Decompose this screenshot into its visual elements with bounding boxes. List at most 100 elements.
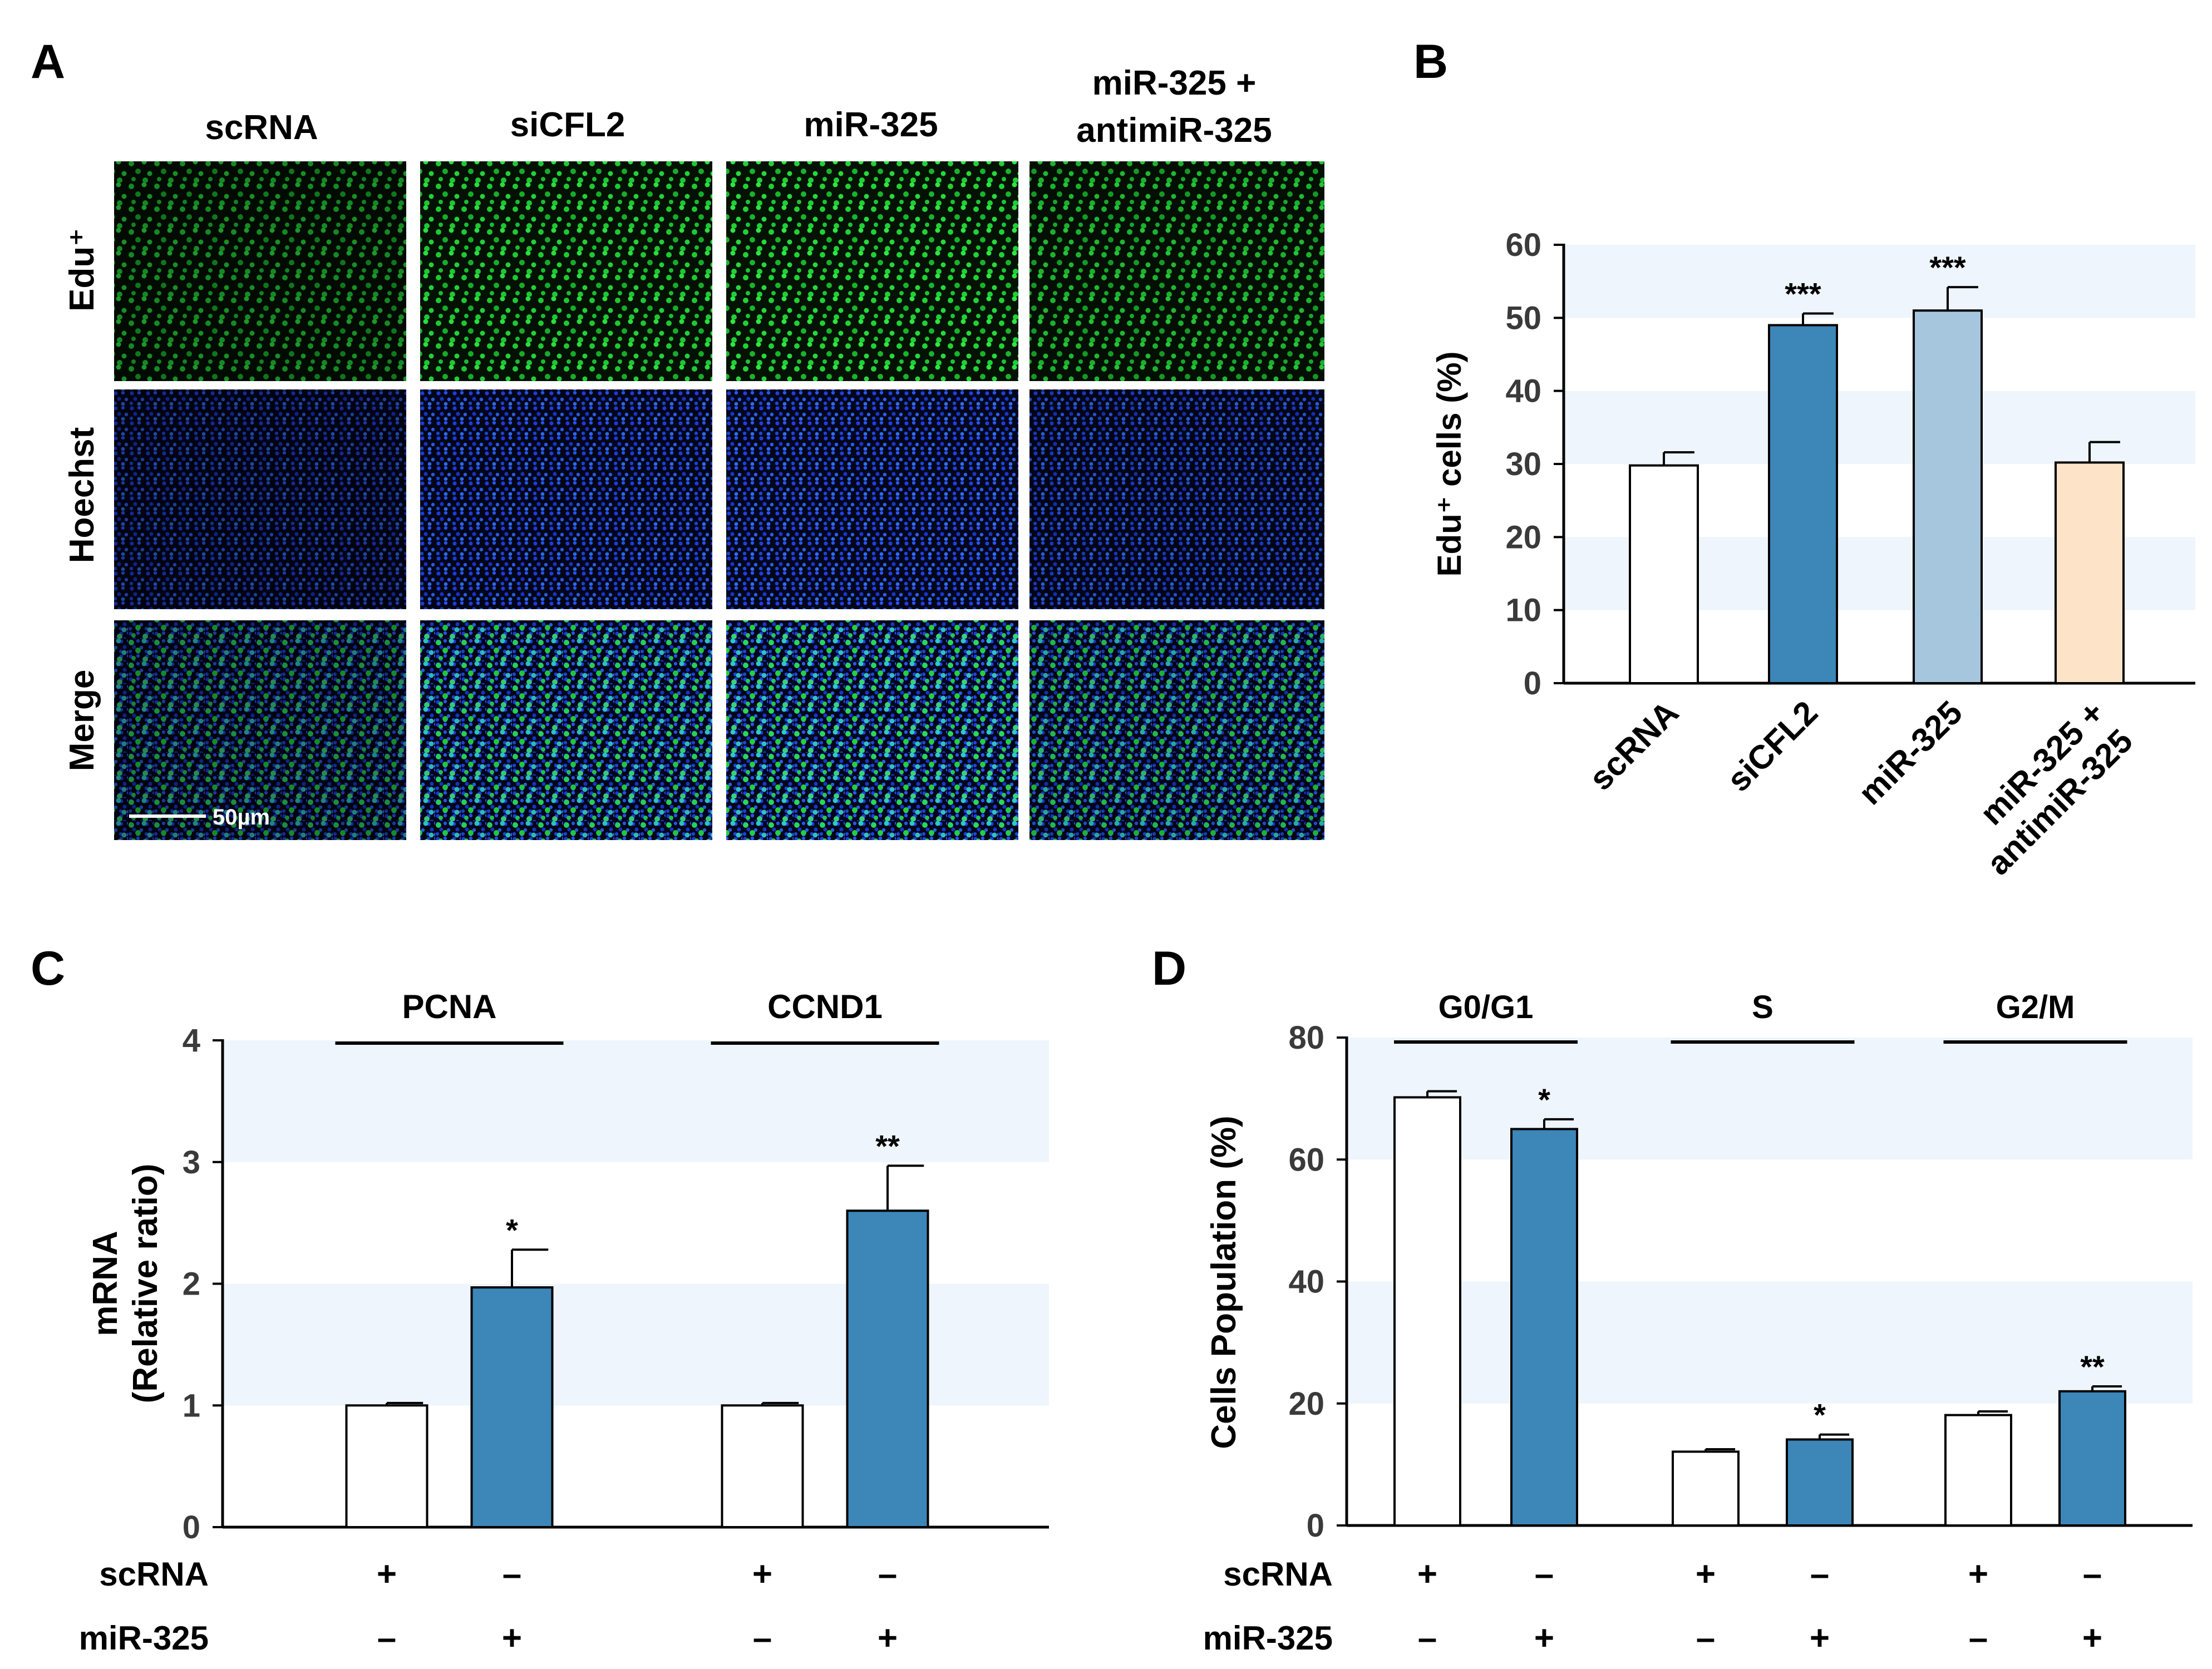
- chart-c-condition-sign: +: [752, 1555, 772, 1593]
- micro-image-dim-edu-mir325-antimir325: [1029, 161, 1324, 381]
- chart-d-condition-sign: +: [1534, 1619, 1554, 1657]
- chart-d-condition-sign: +: [1968, 1555, 1988, 1593]
- microscopy-image-grid: [114, 161, 1324, 840]
- row-label-hoechst: Hoechst: [63, 427, 101, 564]
- row-label-edu: Edu⁺: [63, 228, 101, 312]
- column-label-sicfl2: siCFL2: [510, 106, 625, 144]
- chart-c-condition-label: miR-325: [79, 1619, 209, 1657]
- chart-d-condition-sign: –: [1535, 1555, 1554, 1593]
- chart-c-condition-sign: –: [377, 1619, 396, 1657]
- row-label-merge: Merge: [63, 670, 101, 772]
- chart-b-category-label-line: scRNA: [1582, 694, 1686, 797]
- chart-c-y-axis-label-line: mRNA: [86, 1231, 125, 1336]
- chart-d-group-label: G2/M: [1996, 989, 2075, 1025]
- micro-image-edu-mir325: [726, 161, 1018, 381]
- chart-c-y-axis-label-line: (Relative ratio): [126, 1164, 165, 1404]
- micro-image-dim-hoechst-scrna: [114, 389, 406, 609]
- micro-image-dim-merge-mir325-antimir325: [1029, 620, 1324, 840]
- chart-d-condition-sign: –: [1696, 1619, 1715, 1657]
- micro-image-merge-mir325-antimir325: [1029, 620, 1324, 840]
- micro-image-dim-hoechst-sicfl2: [420, 389, 712, 609]
- micro-image-hoechst-sicfl2: [420, 389, 712, 609]
- chart-b-y-tick-label: 60: [1505, 227, 1541, 263]
- chart-b-bar: [1629, 464, 1699, 684]
- panel-a-microscopy: scRNA siCFL2 miR-325 miR-325 + antimiR-3…: [63, 64, 1324, 840]
- chart-b-grid-band: [1564, 245, 2195, 318]
- chart-d-bar: [1393, 1096, 1461, 1527]
- chart-b-category-label: miR-325: [1851, 694, 1969, 812]
- chart-d-grid-band: [1347, 1038, 2193, 1160]
- chart-d-bar: [1672, 1450, 1740, 1527]
- chart-b-y-tick-label: 10: [1505, 592, 1541, 629]
- chart-c-bar: [846, 1209, 929, 1528]
- micro-image-merge-sicfl2: [420, 620, 712, 840]
- chart-b-category-label: scRNA: [1582, 694, 1686, 797]
- micro-image-dim-merge-sicfl2: [420, 620, 712, 840]
- chart-d-condition-sign: +: [1417, 1555, 1437, 1593]
- chart-d-group-label: G0/G1: [1438, 989, 1534, 1025]
- chart-d-significance-label: *: [1538, 1082, 1550, 1117]
- chart-d-y-tick-label: 40: [1288, 1264, 1324, 1300]
- chart-c-bar: [721, 1404, 804, 1528]
- chart-d-bar: [1944, 1414, 2012, 1527]
- chart-c-significance-label: **: [875, 1128, 900, 1163]
- chart-b-category-label-line: siCFL2: [1720, 694, 1825, 799]
- micro-image-dim-edu-scrna: [114, 161, 406, 381]
- chart-b-y-tick-label: 20: [1505, 519, 1541, 555]
- chart-d-y-tick-label: 60: [1288, 1142, 1324, 1178]
- chart-b-y-tick-label: 0: [1524, 665, 1541, 702]
- micro-image-merge-mir325: [726, 620, 1018, 840]
- micro-image-dim-hoechst-mir325-antimir325: [1029, 389, 1324, 609]
- panel-d-chart: 0 20 40 60 80 * G0/G1 * S ** G2/M Cells Population …: [1203, 989, 2193, 1657]
- panel-b-chart: 0 10 20 30 40 50 60 *** *** scRNA siCFL2 miR-325 miR…: [1431, 227, 2195, 882]
- chart-b-grid-band: [1564, 391, 2195, 464]
- column-label-mir325-plus: miR-325 +: [1092, 64, 1257, 102]
- chart-c-y-tick-label: 1: [183, 1387, 200, 1424]
- chart-b-bar: [2055, 461, 2125, 685]
- chart-d-y-tick-label: 80: [1288, 1020, 1324, 1056]
- panel-label-c: C: [31, 942, 65, 995]
- micro-image-edu-sicfl2: [420, 161, 712, 381]
- chart-d-condition-sign: +: [1696, 1555, 1716, 1593]
- chart-d-y-axis-label: Cells Population (%): [1205, 1115, 1243, 1449]
- chart-c-condition-sign: +: [502, 1619, 522, 1657]
- chart-b-y-tick-label: 50: [1505, 300, 1541, 336]
- panel-label-d: D: [1152, 942, 1186, 995]
- chart-d-condition-label: miR-325: [1203, 1619, 1333, 1657]
- chart-b-category-label-line: miR-325: [1851, 694, 1969, 812]
- chart-c-y-tick-label: 2: [183, 1266, 200, 1302]
- chart-b-category-label: miR-325 +antimiR-325: [1951, 694, 2140, 882]
- micro-image-hoechst-mir325-antimir325: [1029, 389, 1324, 609]
- micro-image-dim-edu-sicfl2: [420, 161, 712, 381]
- chart-c-y-tick-label: 3: [183, 1144, 200, 1181]
- chart-c-condition-sign: +: [377, 1555, 397, 1593]
- panel-c-chart: 0 1 2 3 4 * PCNA ** CCND1 mRNA(Relative ratio) scR…: [79, 988, 1049, 1657]
- chart-d-condition-sign: +: [2082, 1619, 2102, 1657]
- column-label-mir325: miR-325: [804, 106, 938, 144]
- chart-b-bar: [1768, 324, 1838, 684]
- chart-c-condition-label: scRNA: [99, 1556, 209, 1593]
- chart-c-condition-sign: –: [878, 1555, 897, 1593]
- chart-d-y-tick-label: 20: [1288, 1386, 1324, 1422]
- chart-d-significance-label: **: [2080, 1349, 2105, 1384]
- micro-image-hoechst-mir325: [726, 389, 1018, 609]
- micro-image-edu-mir325-antimir325: [1029, 161, 1324, 381]
- chart-b-y-axis-label: Edu⁺ cells (%): [1431, 351, 1468, 576]
- micro-image-dim-merge-scrna: [114, 620, 406, 840]
- chart-d-condition-sign: –: [1418, 1619, 1437, 1657]
- chart-d-condition-sign: –: [1810, 1555, 1829, 1593]
- chart-b-y-tick-label: 40: [1505, 373, 1541, 409]
- chart-d-condition-sign: –: [1969, 1619, 1988, 1657]
- scale-bar-label: 50µm: [213, 805, 270, 829]
- chart-d-significance-label: *: [1814, 1398, 1826, 1433]
- chart-d-grid-band: [1347, 1281, 2193, 1404]
- chart-c-bar: [470, 1286, 554, 1528]
- micro-image-hoechst-scrna: [114, 389, 406, 609]
- chart-d-condition-label: scRNA: [1223, 1556, 1333, 1593]
- chart-c-condition-sign: –: [502, 1555, 521, 1593]
- panel-label-b: B: [1413, 35, 1448, 88]
- chart-c-group-label: PCNA: [402, 988, 496, 1025]
- chart-b-y-tick-label: 30: [1505, 446, 1541, 482]
- chart-c-condition-sign: –: [753, 1619, 772, 1657]
